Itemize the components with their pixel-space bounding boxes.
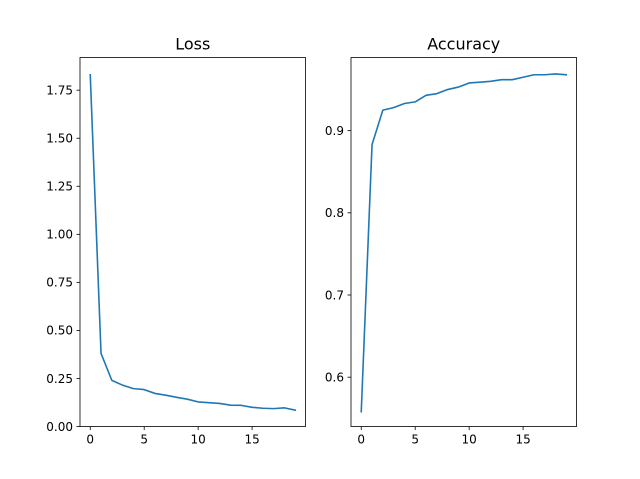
y-tick-label: 0.6 [325,370,344,384]
x-tick-label: 5 [140,433,148,447]
chart-panel-1: Loss 0 5 10 15 0.00 0.25 0.50 0.75 1.00 1.25 1.50 1.… [46,35,306,447]
series-line-1 [89,73,297,412]
series-line-1 [360,73,568,413]
y-tick-label: 1.25 [46,180,73,194]
axes-frame [350,57,577,427]
x-tick-label: 5 [411,433,419,447]
y-tick-label: 1.75 [46,83,73,97]
axes-frame [79,57,306,427]
chart-title: Loss [175,35,210,54]
y-tick-label: 0.9 [325,124,344,138]
x-tick-label: 15 [244,433,259,447]
x-tick-label: 0 [357,433,365,447]
x-tick-label: 10 [462,433,477,447]
y-tick-label: 0.00 [46,420,73,434]
y-tick-label: 0.8 [325,206,344,220]
x-tick-label: 15 [515,433,530,447]
y-tick-label: 1.00 [46,228,73,242]
y-tick-label: 0.50 [46,324,73,338]
chart-panel-2: Accuracy 0 5 10 15 0.6 0.7 0.8 0.9 [325,35,577,447]
x-tick-label: 10 [191,433,206,447]
x-tick-label: 0 [86,433,94,447]
y-tick-label: 0.25 [46,372,73,386]
y-tick-label: 1.50 [46,132,73,146]
y-tick-label: 0.75 [46,276,73,290]
chart-title: Accuracy [427,35,500,54]
y-tick-label: 0.7 [325,288,344,302]
